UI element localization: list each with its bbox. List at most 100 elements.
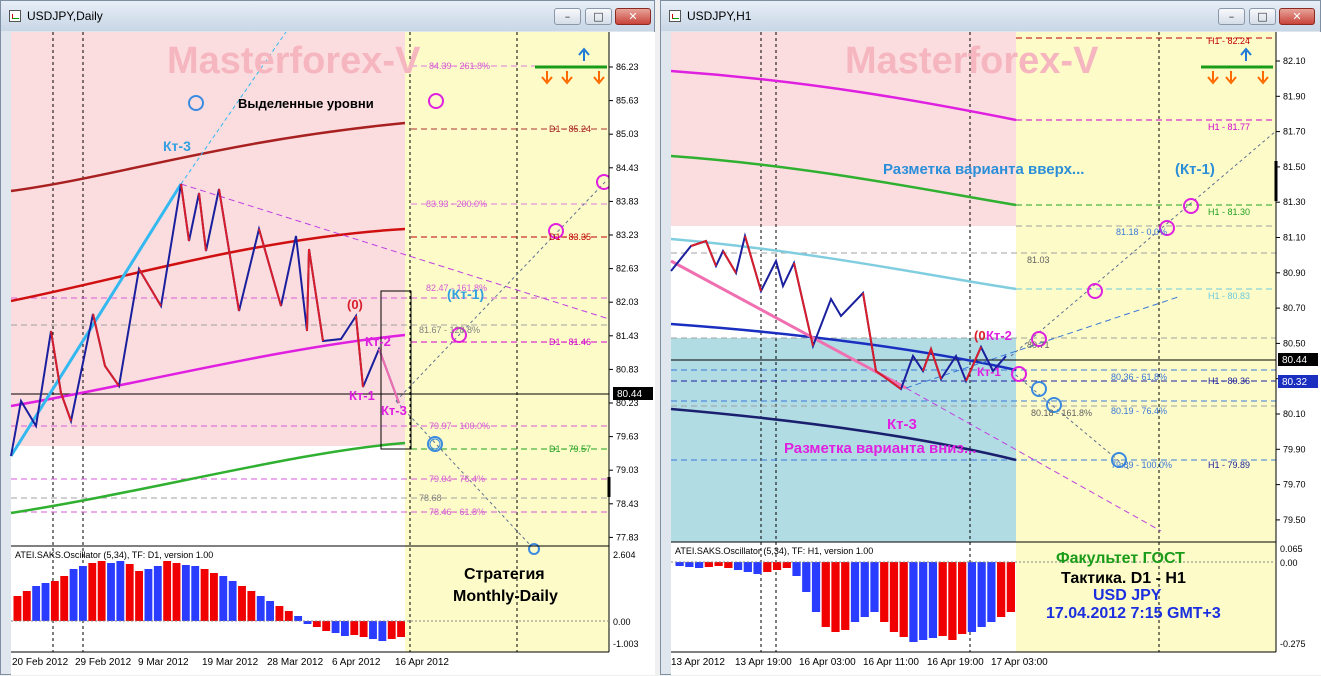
right-x-label-1: 13 Apr 19:00 <box>735 657 792 668</box>
right-time-axis <box>671 652 1321 675</box>
right-info-line2: Тактика. D1 - H1 <box>1061 570 1186 587</box>
right-wave-zero: (0 <box>974 328 986 343</box>
left-arrow-widget <box>535 47 607 85</box>
left-x-label-5: 6 Apr 2012 <box>332 657 381 668</box>
left-osc-bars <box>13 561 405 641</box>
left-osc-bar-10 <box>107 563 115 621</box>
left-osc-bar-13 <box>135 571 143 621</box>
right-osc-bars <box>675 562 1015 642</box>
left-osc-bar-14 <box>144 569 153 621</box>
left-osc-bar-6 <box>69 569 78 621</box>
right-x-label-2: 16 Apr 03:00 <box>799 657 856 668</box>
left-level-d1-8146: D1 - 81.46 <box>549 337 591 347</box>
left-osc-bar-33 <box>322 621 331 631</box>
left-osc-bar-8 <box>88 563 97 621</box>
right-chart-window[interactable]: USDJPY,H1 – □ ✕ <box>660 0 1321 675</box>
right-down-text: Разметка варианта вниз... <box>784 440 977 457</box>
right-price-tick-label-11: 79.90 <box>1283 444 1306 454</box>
right-osc-bar-30 <box>967 562 977 632</box>
right-osc-bar-25 <box>919 562 928 640</box>
left-focus-box <box>380 290 412 450</box>
left-chart-window[interactable]: USDJPY,Daily – □ ✕ <box>0 0 655 675</box>
right-osc-bar-3 <box>704 562 713 567</box>
right-ma-green <box>670 154 1017 207</box>
left-osc-bar-30 <box>294 616 303 621</box>
right-price-tick-label-10: 80.10 <box>1283 409 1306 419</box>
right-second-price: 80.32 <box>1282 377 1307 388</box>
right-osc-bar-19 <box>860 562 869 617</box>
left-osc-bar-7 <box>79 566 87 621</box>
right-price-tick-label-2: 81.70 <box>1283 127 1306 137</box>
left-time-axis <box>11 652 655 675</box>
left-current-price-box <box>613 387 653 400</box>
left-osc-bar-39 <box>378 621 387 641</box>
right-level-h1-8224: H1 - 82.24 <box>1208 36 1250 46</box>
left-osc-bar-35 <box>341 621 349 636</box>
right-osc-bar-10 <box>772 562 782 570</box>
left-osc-bar-23 <box>228 581 237 621</box>
right-current-price-box <box>1278 353 1318 366</box>
left-watermark: Masterforex-V <box>167 40 421 82</box>
left-osc-bar-32 <box>312 621 321 627</box>
left-price-tick-label-4: 83.83 <box>616 196 639 206</box>
left-osc-bar-22 <box>219 576 228 621</box>
left-price-tick-label-0: 86.23 <box>616 62 639 72</box>
right-up-kt1: (Кт-1) <box>1175 161 1215 178</box>
right-chart: Masterforex-V Разметка варианта вверх...… <box>670 32 1321 675</box>
right-price-tick-label-6: 80.90 <box>1283 268 1306 278</box>
left-level-7868: 78.68 <box>419 493 442 503</box>
left-osc-bar-18 <box>181 565 190 621</box>
right-info-line3: USD JPY <box>1093 587 1162 604</box>
left-price-tick-label-10: 80.23 <box>616 398 639 408</box>
right-osc-bar-8 <box>753 562 762 574</box>
right-x-label-0: 13 Apr 2012 <box>671 657 725 668</box>
right-osc-bar-29 <box>958 562 967 634</box>
maximize-button[interactable]: □ <box>585 8 612 25</box>
right-titlebar[interactable]: USDJPY,H1 – □ ✕ <box>661 1 1320 31</box>
right-osc-bar-33 <box>997 562 1006 617</box>
left-osc-bar-16 <box>163 561 172 621</box>
right-pink-zone <box>671 32 1016 226</box>
left-titlebar[interactable]: USDJPY,Daily – □ ✕ <box>1 1 654 31</box>
right-osc-bar-21 <box>880 562 889 622</box>
left-osc-top: 2.604 <box>613 550 636 560</box>
right-osc-bar-4 <box>714 562 723 566</box>
left-price-ticks: 86.23 85.63 85.03 84.43 83.83 83.23 82.63 82.03… <box>609 62 639 542</box>
left-osc-bar-20 <box>200 569 209 621</box>
left-resistance-line <box>180 183 610 320</box>
right-osc-bar-7 <box>743 562 752 572</box>
left-ma-darkred <box>10 121 406 193</box>
maximize-button[interactable]: □ <box>1249 8 1276 25</box>
right-osc-bar-24 <box>909 562 918 642</box>
close-button[interactable]: ✕ <box>615 8 651 25</box>
right-price-tick-label-1: 81.90 <box>1283 91 1306 101</box>
left-osc-bar-29 <box>284 611 293 621</box>
right-osc-bar-28 <box>948 562 957 640</box>
close-button[interactable]: ✕ <box>1279 8 1315 25</box>
right-price-tick-label-4: 81.30 <box>1283 197 1306 207</box>
right-osc-bar-6 <box>733 562 743 570</box>
left-level-fib200: 83.93 - 200.0% <box>426 199 487 209</box>
left-window-title: USDJPY,Daily <box>27 9 103 23</box>
left-price-tick-label-7: 82.03 <box>616 297 639 307</box>
right-osc-bar-34 <box>1006 562 1015 612</box>
right-price-scale <box>1276 32 1321 652</box>
right-level-h1-7989: H1 - 79.89 <box>1208 460 1250 470</box>
right-osc-bar-16 <box>831 562 840 632</box>
left-wave-zero: (0) <box>347 297 363 312</box>
right-level-8071: 80.71 <box>1027 340 1050 350</box>
minimize-button[interactable]: – <box>1218 8 1245 25</box>
left-level-d1-7957: D1 - 79.57 <box>549 444 591 454</box>
right-price-tick-label-13: 79.50 <box>1283 515 1306 525</box>
right-level-fib1618b: 80.18 - 161.8% <box>1031 408 1092 418</box>
left-osc-bar-2 <box>32 586 41 621</box>
right-ma-blue <box>670 322 1017 372</box>
left-price-tick-label-2: 85.03 <box>616 129 639 139</box>
left-price-tick-label-9: 80.83 <box>616 364 639 374</box>
left-price-tick-label-14: 77.83 <box>616 532 639 542</box>
left-level-fib100: 79.97 - 100.0% <box>429 421 490 431</box>
right-up-text: Разметка варианта вверх... <box>883 161 1084 178</box>
right-osc-bar-2 <box>694 562 704 568</box>
minimize-button[interactable]: – <box>554 8 581 25</box>
right-osc-bar-15 <box>821 562 830 627</box>
